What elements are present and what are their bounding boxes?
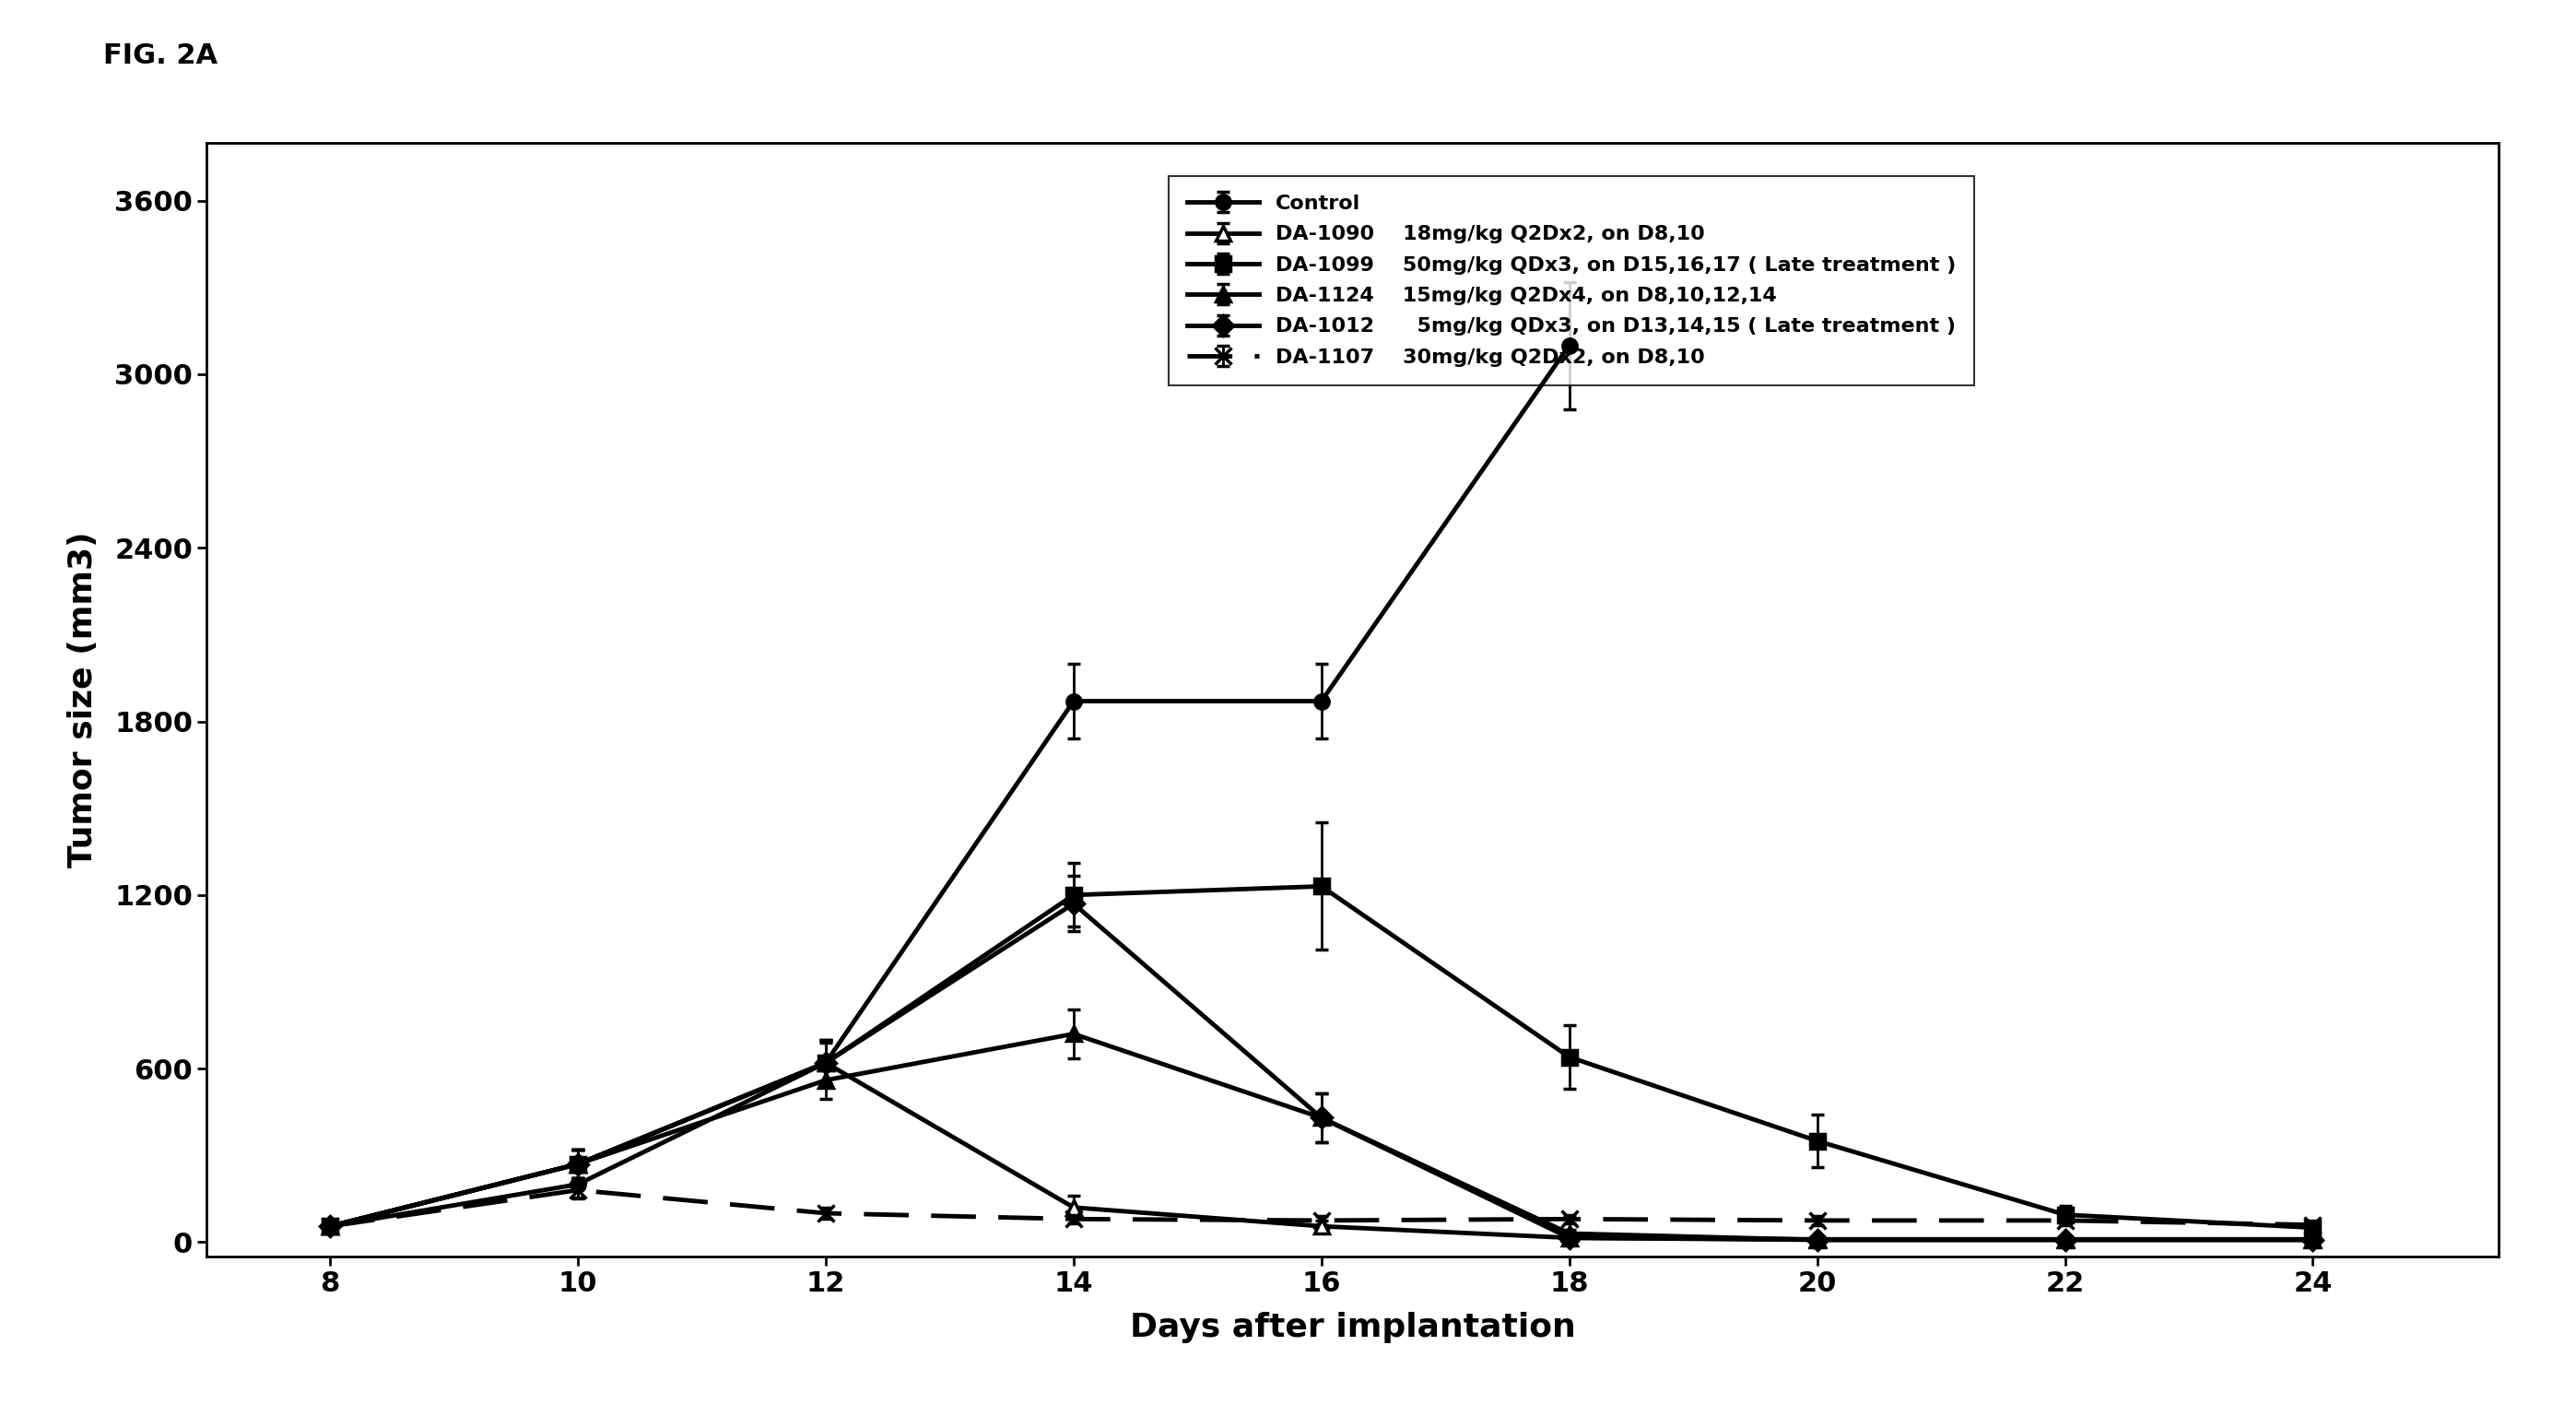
Legend: Control, DA-1090    18mg/kg Q2Dx2, on D8,10, DA-1099    50mg/kg QDx3, on D15,16,: Control, DA-1090 18mg/kg Q2Dx2, on D8,10… — [1170, 176, 1973, 386]
Y-axis label: Tumor size (mm3): Tumor size (mm3) — [67, 531, 98, 868]
Text: FIG. 2A: FIG. 2A — [103, 43, 216, 70]
X-axis label: Days after implantation: Days after implantation — [1128, 1312, 1577, 1344]
